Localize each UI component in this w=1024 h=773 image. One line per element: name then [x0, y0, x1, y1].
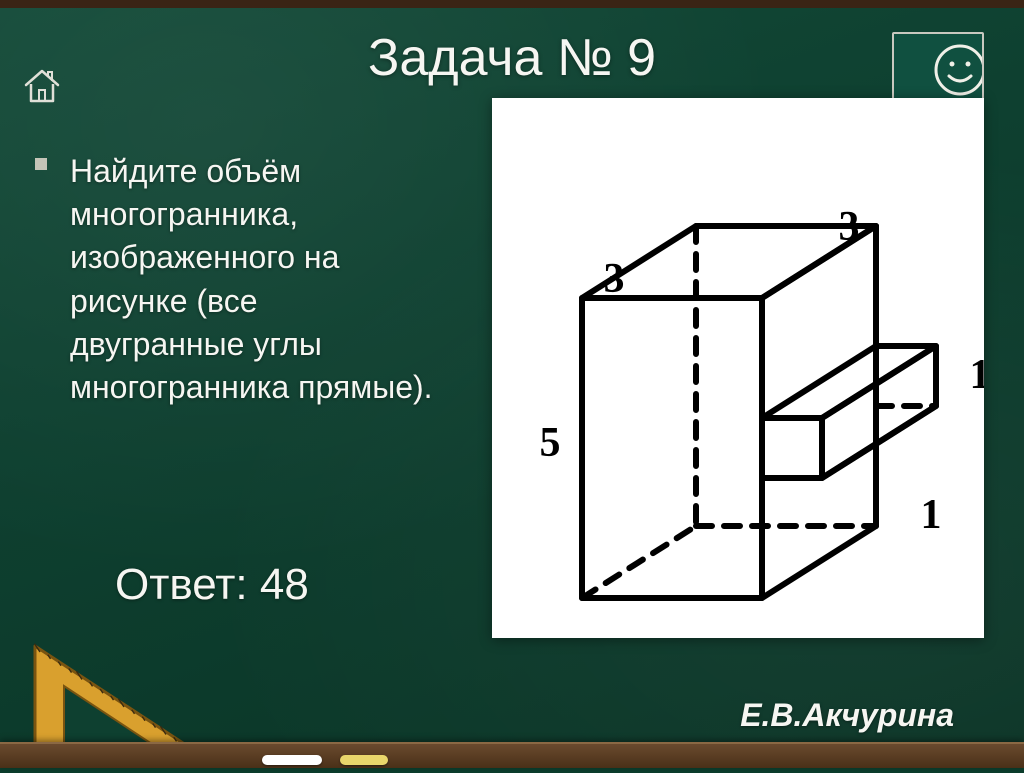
- polyhedron-figure: 3 3 1 1 5: [492, 98, 984, 638]
- chalk-stick: [340, 755, 388, 765]
- svg-text:1: 1: [970, 352, 985, 398]
- chalk-stick: [262, 755, 322, 765]
- problem-text: Найдите объём многогранника, изображенно…: [70, 150, 440, 409]
- slide-title: Задача № 9: [0, 28, 1024, 88]
- answer-text: Ответ: 48: [115, 560, 309, 610]
- svg-text:3: 3: [604, 256, 625, 302]
- bullet-icon: [35, 158, 47, 170]
- svg-text:3: 3: [839, 204, 860, 250]
- chalk-rail: [0, 742, 1024, 768]
- svg-text:1: 1: [921, 492, 942, 538]
- svg-text:5: 5: [540, 420, 561, 466]
- author-credit: Е.В.Акчурина: [740, 697, 954, 734]
